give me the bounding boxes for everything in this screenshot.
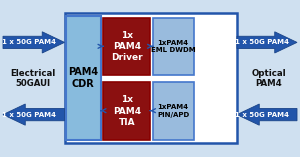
Text: PAM4
CDR: PAM4 CDR xyxy=(68,67,98,89)
Text: 1 x 50G PAM4: 1 x 50G PAM4 xyxy=(2,39,56,45)
Bar xyxy=(153,82,194,140)
Polygon shape xyxy=(237,32,297,53)
Text: Electrical
50GAUI: Electrical 50GAUI xyxy=(11,69,56,88)
Bar xyxy=(64,13,237,143)
Polygon shape xyxy=(3,32,64,53)
Polygon shape xyxy=(3,104,64,125)
Bar xyxy=(103,18,150,75)
Text: 1x
PAM4
TIA: 1x PAM4 TIA xyxy=(113,95,141,127)
Bar xyxy=(153,18,194,75)
Polygon shape xyxy=(237,104,297,125)
Bar xyxy=(103,82,150,140)
Text: Optical
PAM4: Optical PAM4 xyxy=(251,69,286,88)
Text: 1xPAM4
EML DWDM: 1xPAM4 EML DWDM xyxy=(151,40,196,53)
Text: 1xPAM4
PIN/APD: 1xPAM4 PIN/APD xyxy=(157,104,189,118)
Text: 1 x 50G PAM4: 1 x 50G PAM4 xyxy=(235,39,289,45)
Text: 1x
PAM4
Driver: 1x PAM4 Driver xyxy=(111,31,142,62)
Text: 1 x 50G PAM4: 1 x 50G PAM4 xyxy=(2,112,56,118)
Bar xyxy=(66,16,100,140)
Text: 1 x 50G PAM4: 1 x 50G PAM4 xyxy=(235,112,289,118)
